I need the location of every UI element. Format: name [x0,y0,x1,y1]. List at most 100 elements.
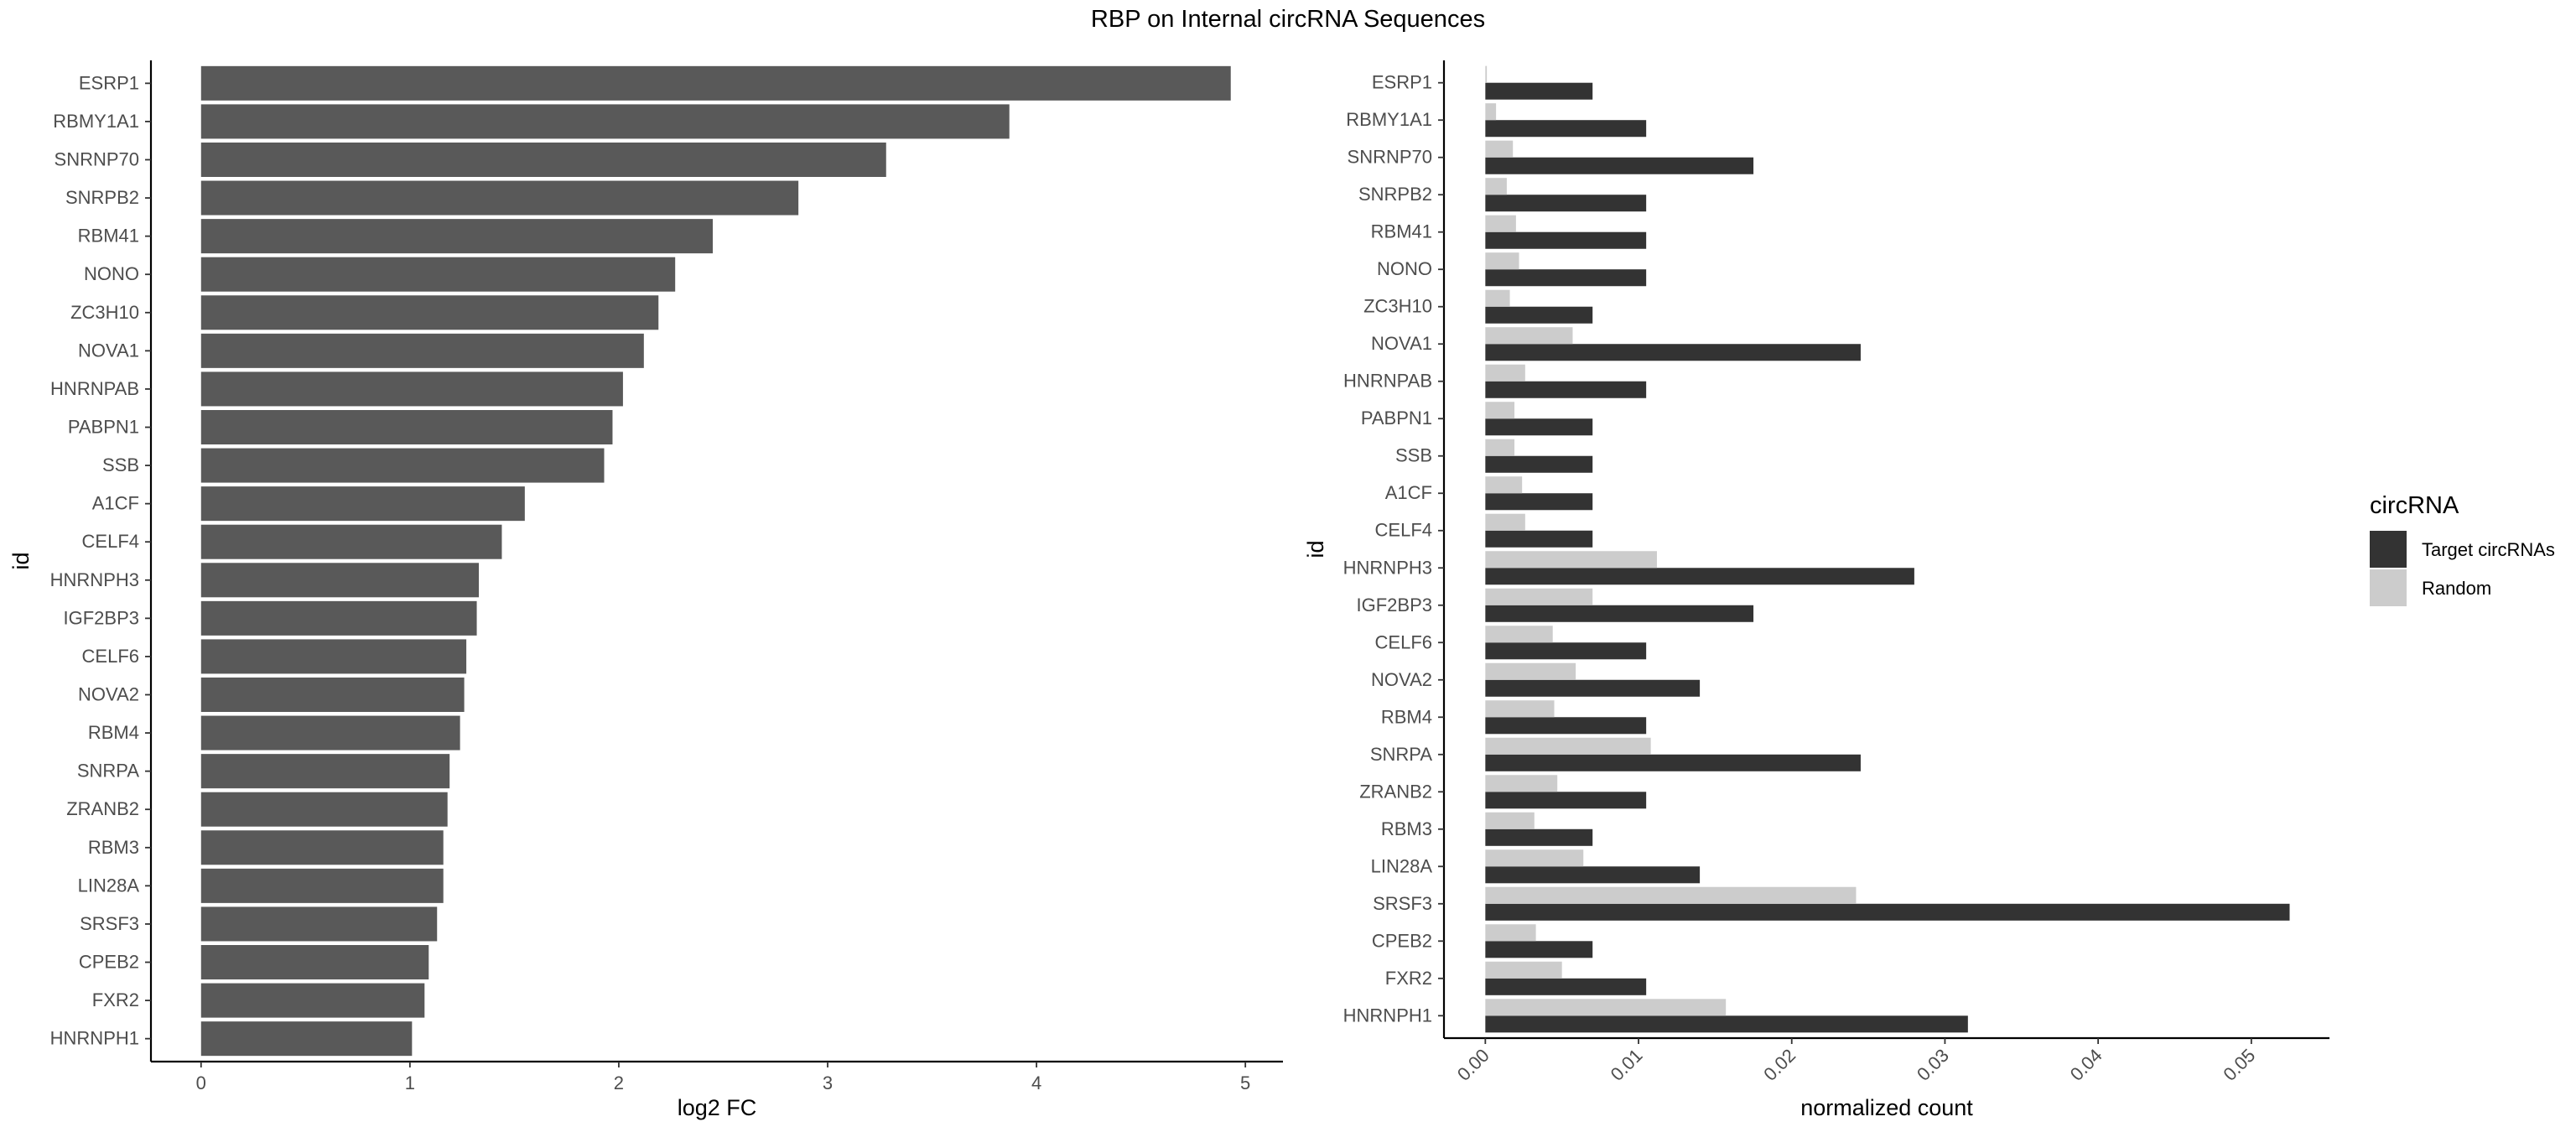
bar-random-snrpa [1485,737,1651,755]
bar-random-esrp1 [1485,65,1488,83]
bar-target-circrnas-rbm3 [1485,828,1593,846]
bar-random-rbm4 [1485,700,1555,718]
x-tick-label: 0.05 [2219,1045,2259,1085]
y-tick-label-nova2: NOVA2 [78,684,139,705]
y-tick-label-srsf3: SRSF3 [80,913,139,934]
bar-random-rbmy1a1 [1485,103,1497,121]
y-tick-label-celf6: CELF6 [82,646,139,667]
bar-snrpb2 [200,180,799,216]
bar-random-hnrnph1 [1485,999,1727,1016]
x-tick-label: 1 [405,1072,415,1093]
y-tick-label-hnrnpab: HNRNPAB [50,378,139,399]
bar-random-snrpb2 [1485,178,1507,195]
bar-zranb2 [200,792,448,827]
legend: circRNA Target circRNAs Random [2370,492,2555,606]
legend-title: circRNA [2370,492,2459,519]
bar-random-lin28a [1485,849,1584,867]
y-tick-label-hnrnph3: HNRNPH3 [50,569,139,590]
bar-random-zc3h10 [1485,289,1510,307]
bar-random-hnrnpab [1485,364,1525,382]
y-tick-label-rbmy1a1: RBMY1A1 [1346,109,1432,130]
y-tick-label-cpeb2: CPEB2 [1372,930,1432,951]
bar-random-srsf3 [1485,886,1857,904]
y-tick-label-fxr2: FXR2 [1385,968,1432,989]
chart-log2fc: ESRP1RBMY1A1SNRNP70SNRPB2RBM41NONOZC3H10… [8,60,1283,1120]
bar-random-rbm3 [1485,812,1535,829]
bar-lin28a [200,868,444,903]
bar-random-nono [1485,252,1519,270]
y-tick-label-hnrnph3: HNRNPH3 [1343,557,1432,578]
bar-target-circrnas-lin28a [1485,866,1701,884]
bar-target-circrnas-snrnp70 [1485,157,1754,174]
x-tick-label: 0.02 [1759,1045,1800,1085]
y-tick-label-igf2bp3: IGF2BP3 [64,607,139,628]
y-tick-label-snrpa: SNRPA [1370,744,1432,765]
bar-target-circrnas-hnrnph3 [1485,568,1914,585]
bar-zc3h10 [200,295,659,330]
bar-random-cpeb2 [1485,924,1536,942]
y-tick-label-rbm4: RBM4 [1381,706,1432,727]
y-tick-label-hnrnph1: HNRNPH1 [50,1028,139,1049]
y-tick-label-snrpb2: SNRPB2 [65,187,139,208]
y-tick-label-lin28a: LIN28A [78,875,140,896]
bar-target-circrnas-zc3h10 [1485,306,1593,324]
bar-target-circrnas-a1cf [1485,493,1593,511]
y-tick-label-pabpn1: PABPN1 [1361,408,1432,428]
x-tick-label: 0.04 [2066,1045,2106,1085]
y-tick-label-snrnp70: SNRNP70 [55,148,139,169]
y-tick-label-zc3h10: ZC3H10 [1363,296,1432,317]
bar-random-rbm41 [1485,215,1516,232]
y-tick-label-pabpn1: PABPN1 [68,416,139,437]
y-tick-label-rbm3: RBM3 [88,837,139,858]
bar-random-igf2bp3 [1485,588,1593,605]
bar-target-circrnas-hnrnpab [1485,381,1647,398]
bar-random-a1cf [1485,476,1523,494]
y-tick-label-a1cf: A1CF [1385,482,1432,503]
bar-ssb [200,448,605,483]
y-tick-label-snrpa: SNRPA [77,761,139,782]
bar-target-circrnas-celf4 [1485,530,1593,548]
x-axis-title: normalized count [1800,1095,1973,1120]
bar-target-circrnas-snrpa [1485,754,1861,771]
legend-label-random: Random [2422,578,2491,599]
bar-target-circrnas-rbm41 [1485,231,1647,249]
bar-random-ssb [1485,439,1515,456]
bar-random-pabpn1 [1485,402,1515,419]
y-tick-label-snrpb2: SNRPB2 [1358,184,1432,205]
bar-hnrnpab [200,371,623,407]
bar-target-circrnas-nova2 [1485,679,1701,697]
y-tick-label-igf2bp3: IGF2BP3 [1357,595,1432,615]
x-axis-title: log2 FC [678,1095,757,1120]
y-tick-label-hnrnpab: HNRNPAB [1343,371,1432,392]
bar-rbm3 [200,830,444,865]
bar-rbm4 [200,715,460,750]
bar-target-circrnas-cpeb2 [1485,941,1593,958]
y-tick-label-cpeb2: CPEB2 [79,952,139,973]
bar-target-circrnas-hnrnph1 [1485,1015,1968,1033]
bar-target-circrnas-snrpb2 [1485,195,1647,212]
x-tick-label: 5 [1240,1072,1250,1093]
x-tick-label: 2 [614,1072,624,1093]
bar-target-circrnas-ssb [1485,455,1593,473]
y-axis-title: id [1303,540,1328,558]
y-tick-label-rbm3: RBM3 [1381,818,1432,839]
bar-random-nova2 [1485,662,1576,680]
bar-rbm41 [200,219,714,254]
x-tick-label: 0.00 [1453,1045,1493,1085]
bar-random-zranb2 [1485,775,1558,792]
bar-nova1 [200,333,644,368]
legend-label-target: Target circRNAs [2422,539,2555,560]
bar-esrp1 [200,65,1231,101]
bar-target-circrnas-fxr2 [1485,978,1647,995]
bar-target-circrnas-rbmy1a1 [1485,120,1647,138]
y-tick-label-a1cf: A1CF [92,493,139,514]
legend-key-target [2370,531,2407,568]
bar-nova2 [200,677,465,713]
bar-fxr2 [200,983,425,1018]
figure-title: RBP on Internal circRNA Sequences [1091,6,1485,33]
y-tick-label-fxr2: FXR2 [92,989,139,1010]
bar-random-hnrnph3 [1485,551,1657,569]
y-tick-label-lin28a: LIN28A [1371,855,1433,876]
bar-target-circrnas-zranb2 [1485,792,1647,809]
